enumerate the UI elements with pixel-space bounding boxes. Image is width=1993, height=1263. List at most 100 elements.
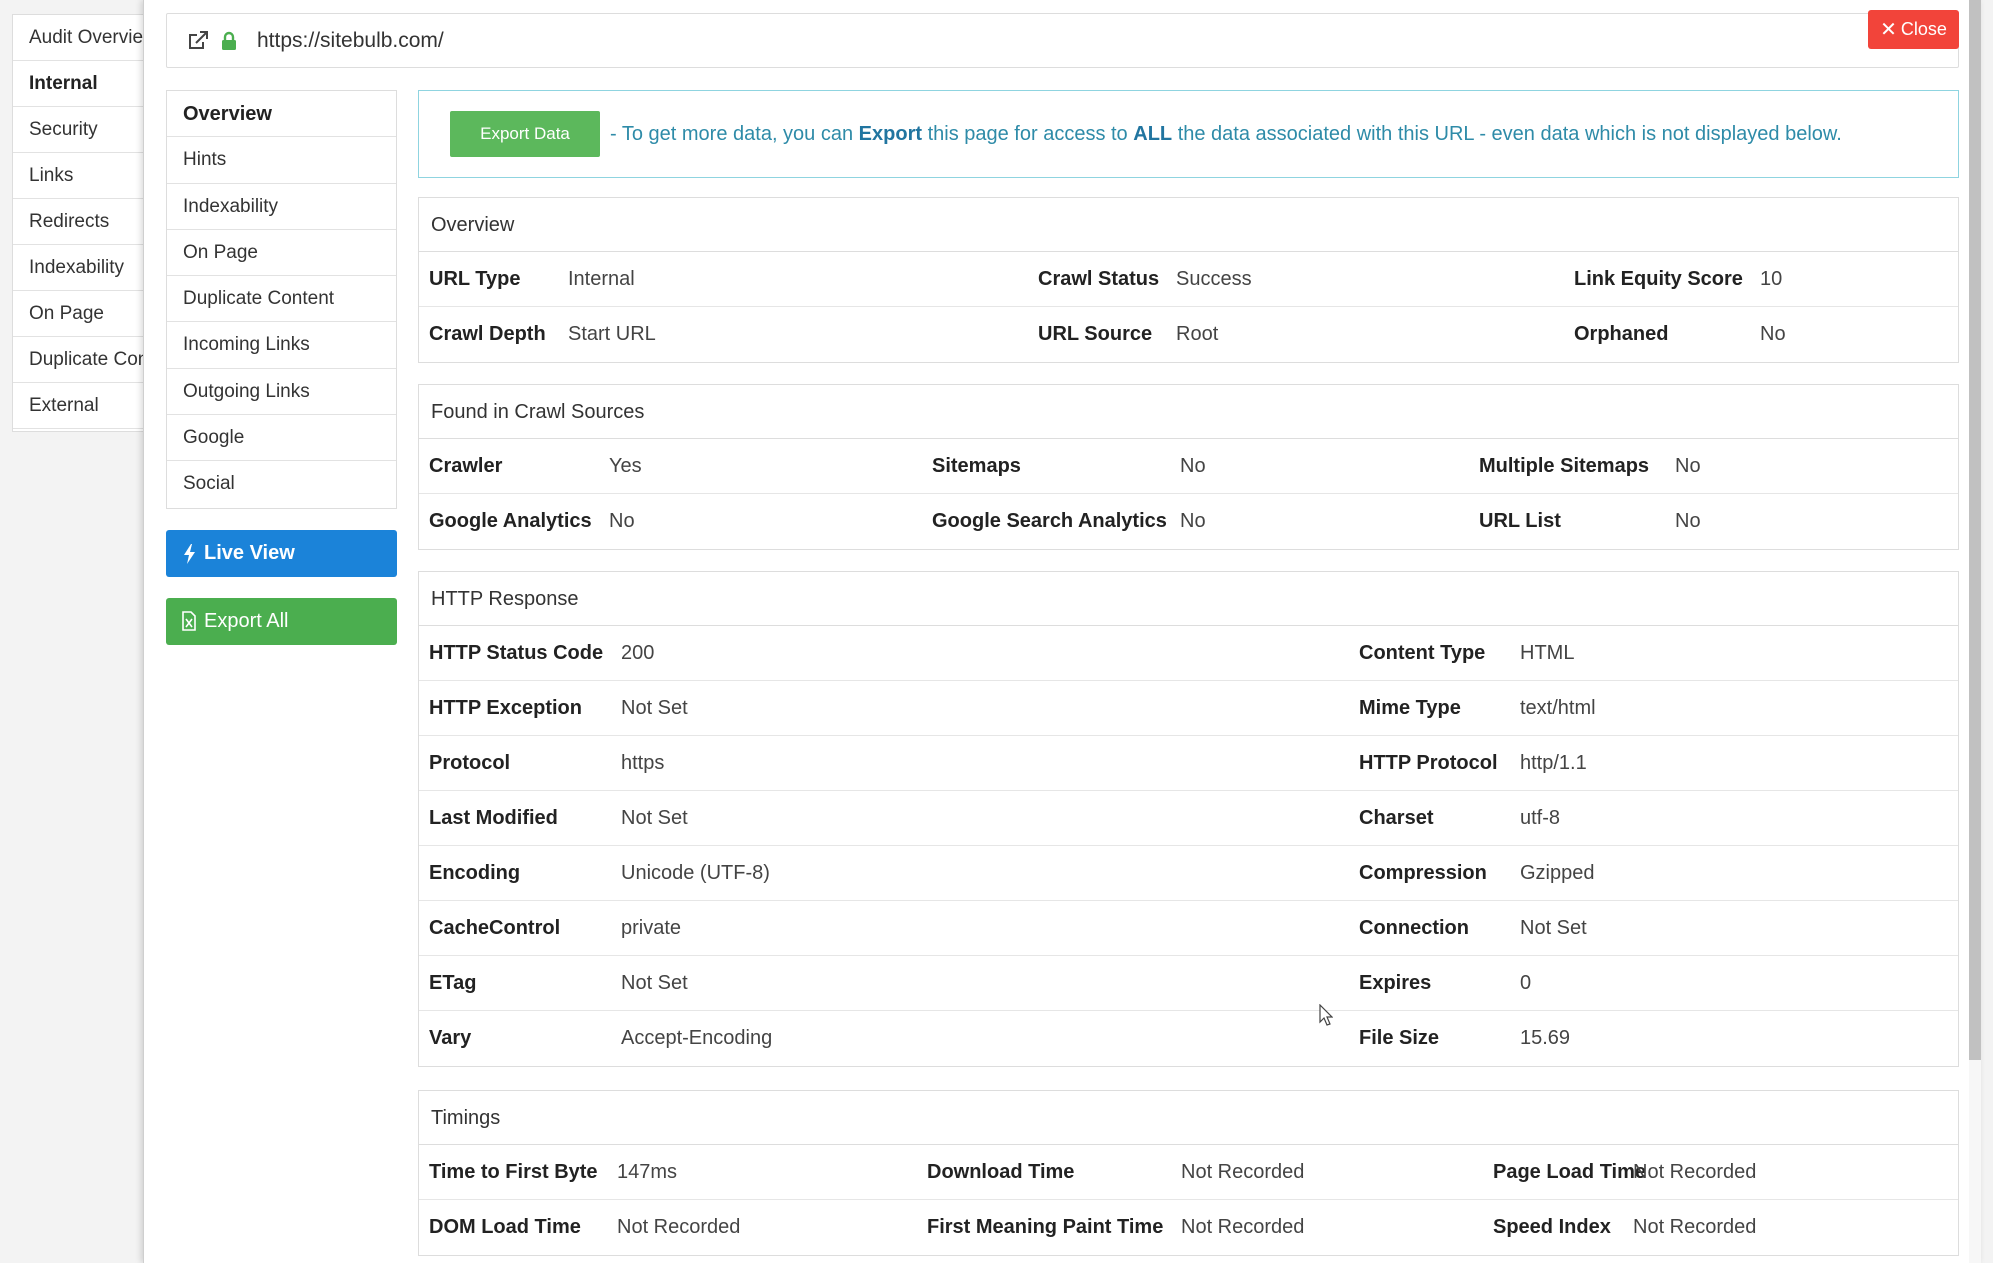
http-response-panel: HTTP Response HTTP Status Code 200 Conte… [418,571,1959,1067]
audit-nav-item-links[interactable]: Links [13,153,144,199]
lock-icon [221,31,237,51]
field-label: Crawl Depth [429,323,546,345]
side-menu-item-on-page[interactable]: On Page [167,230,396,277]
field-value: 10 [1760,268,1783,290]
field-value: No [1675,510,1701,532]
table-row: Protocol https HTTP Protocol http/1.1 [419,736,1958,791]
table-row: CacheControl private Connection Not Set [419,901,1958,956]
mouse-cursor-icon [1319,1004,1333,1026]
field-label: Sitemaps [932,455,1021,477]
field-value: 147ms [617,1161,678,1183]
field-value: No [1760,323,1786,345]
field-label: Time to First Byte [429,1161,598,1183]
overview-heading: Overview [419,198,1958,252]
field-label: URL Type [429,268,521,290]
field-label: Encoding [429,862,521,884]
table-row: Google Analytics No Google Search Analyt… [419,494,1958,549]
field-value: text/html [1520,697,1596,719]
field-value: 0 [1520,972,1532,994]
audit-nav-item-external[interactable]: External [13,383,144,429]
field-label: File Size [1359,1027,1440,1049]
field-label: Download Time [927,1161,1075,1183]
table-row: Last Modified Not Set Charset utf-8 [419,791,1958,846]
field-value: No [1180,510,1206,532]
field-label: Crawler [429,455,503,477]
audit-nav-item-redirects[interactable]: Redirects [13,199,144,245]
field-label: Protocol [429,752,511,774]
field-label: DOM Load Time [429,1216,581,1238]
side-menu-item-social[interactable]: Social [183,473,235,495]
audit-nav-item-duplicate-content[interactable]: Duplicate Content [13,337,144,383]
table-row: Encoding Unicode (UTF-8) Compression Gzi… [419,846,1958,901]
field-label: CacheControl [429,917,561,939]
scrollbar-thumb[interactable] [1969,0,1981,1060]
crawl-sources-panel: Found in Crawl Sources Crawler Yes Sitem… [418,384,1959,550]
field-label: Speed Index [1493,1216,1611,1238]
crawl-sources-heading: Found in Crawl Sources [419,385,1958,439]
url-bar: https://sitebulb.com/ [166,13,1959,68]
timings-panel: Timings Time to First Byte 147ms Downloa… [418,1090,1959,1256]
field-label: URL Source [1038,323,1153,345]
field-value: Not Recorded [1633,1216,1757,1238]
table-row: URL Type Internal Crawl Status Success L… [419,252,1958,307]
table-row: HTTP Exception Not Set Mime Type text/ht… [419,681,1958,736]
field-value: Not Recorded [617,1216,741,1238]
field-value: 200 [621,642,655,664]
field-label: Content Type [1359,642,1486,664]
field-label: Expires [1359,972,1432,994]
field-value: http/1.1 [1520,752,1587,774]
field-value: Not Recorded [1633,1161,1757,1183]
field-label: HTTP Status Code [429,642,604,664]
export-link[interactable]: Export [858,122,923,145]
field-label: First Meaning Paint Time [927,1216,1164,1238]
audit-nav-item-overview[interactable]: Audit Overview [13,15,144,61]
side-menu-item-hints[interactable]: Hints [167,137,396,184]
field-value: Not Set [621,807,688,829]
export-all-button[interactable]: Export All [166,598,397,645]
field-value: Accept-Encoding [621,1027,773,1049]
field-label: Google Analytics [429,510,592,532]
lightning-icon [182,543,196,565]
field-label: Mime Type [1359,697,1461,719]
scrollbar[interactable] [1969,0,1981,1263]
live-view-button[interactable]: Live View [166,530,397,577]
field-value: HTML [1520,642,1575,664]
side-menu-item-duplicate-content[interactable]: Duplicate Content [167,276,396,323]
side-menu-item-google[interactable]: Google [167,415,396,462]
table-row: Time to First Byte 147ms Download Time N… [419,1145,1958,1200]
external-link-icon[interactable] [187,30,209,52]
side-menu-item-overview[interactable]: Overview [167,91,396,138]
field-label: Vary [429,1027,472,1049]
table-row: ETag Not Set Expires 0 [419,956,1958,1011]
field-value: Not Set [1520,917,1587,939]
live-view-label: Live View [204,542,295,564]
field-label: HTTP Protocol [1359,752,1498,774]
field-label: HTTP Exception [429,697,582,719]
field-value: Not Recorded [1181,1216,1305,1238]
side-menu-item-outgoing-links[interactable]: Outgoing Links [167,369,396,416]
field-label: Orphaned [1574,323,1669,345]
field-label: Connection [1359,917,1469,939]
detail-side-menu: Overview Hints Indexability On Page Dupl… [166,90,397,509]
field-value: No [1180,455,1206,477]
audit-nav-item-indexability[interactable]: Indexability [13,245,144,291]
side-menu-item-indexability[interactable]: Indexability [167,184,396,230]
export-data-button[interactable]: Export Data [450,111,600,157]
audit-nav-item-security[interactable]: Security [13,107,144,153]
field-value: Yes [609,455,642,477]
field-value: utf-8 [1520,807,1561,829]
field-value: Success [1176,268,1252,290]
field-label: Google Search Analytics [932,510,1167,532]
field-value: Start URL [568,323,656,345]
field-label: ETag [429,972,477,994]
audit-nav-item-internal[interactable]: Internal [13,61,144,107]
side-menu-item-incoming-links[interactable]: Incoming Links [167,322,396,369]
close-button[interactable]: ✕ Close [1868,10,1959,49]
field-label: Link Equity Score [1574,268,1743,290]
field-label: Compression [1359,862,1487,884]
field-value: No [609,510,635,532]
audit-nav-item-on-page[interactable]: On Page [13,291,144,337]
field-value: Not Set [621,697,688,719]
field-label: URL List [1479,510,1561,532]
table-row: HTTP Status Code 200 Content Type HTML [419,626,1958,681]
